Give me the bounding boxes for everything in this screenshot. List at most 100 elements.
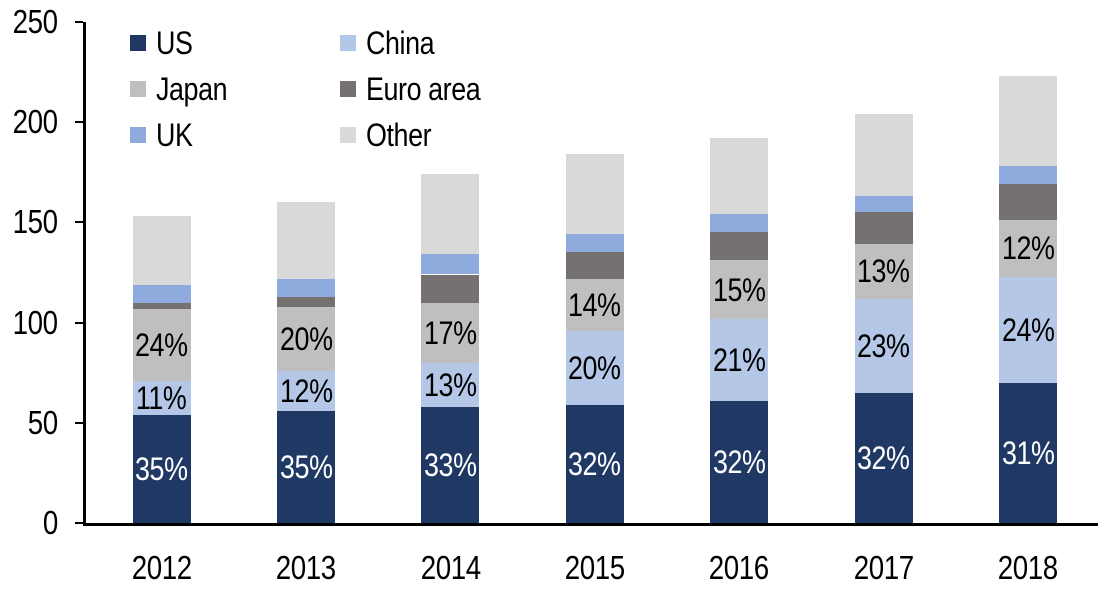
bar-2014-label-japan-text: 17% bbox=[424, 314, 477, 351]
y-tick-label-50: 50 bbox=[0, 403, 58, 441]
y-tick-label-200-text: 200 bbox=[13, 103, 58, 141]
y-tick-50 bbox=[75, 421, 83, 424]
bar-2012 bbox=[132, 0, 191, 523]
y-tick-250 bbox=[75, 21, 83, 23]
bar-2016-segment-other bbox=[710, 138, 769, 215]
y-tick-150 bbox=[75, 221, 83, 224]
bar-2018-label-us-text: 31% bbox=[1001, 434, 1055, 471]
legend-swatch-euro-area bbox=[340, 81, 356, 97]
legend-label-us: US bbox=[156, 27, 199, 59]
legend-item-japan: Japan bbox=[130, 73, 241, 105]
bar-2013-segment-uk bbox=[276, 278, 335, 297]
x-tick-label-2013: 2013 bbox=[236, 551, 376, 585]
bar-2018-label-china: 24% bbox=[973, 313, 1083, 347]
x-tick-label-2015: 2015 bbox=[525, 551, 665, 585]
legend-label-other: Other bbox=[366, 119, 444, 151]
legend-item-uk: UK bbox=[130, 119, 199, 151]
bar-2015-label-china: 20% bbox=[540, 351, 650, 385]
bar-2012-segment-other bbox=[132, 216, 191, 285]
bar-2013-label-japan: 20% bbox=[251, 322, 361, 356]
bar-2013-segment-japan bbox=[276, 306, 335, 371]
y-tick-label-0: 0 bbox=[0, 506, 58, 540]
bar-2016-label-us-text: 32% bbox=[712, 443, 766, 480]
y-tick-0 bbox=[75, 522, 83, 524]
bar-2013-segment-china bbox=[276, 370, 335, 411]
bar-2016-segment-us bbox=[710, 400, 769, 523]
bar-2018-segment-china bbox=[999, 276, 1058, 383]
x-tick-label-2018: 2018 bbox=[958, 551, 1098, 585]
y-axis-line bbox=[83, 22, 86, 526]
bar-2015 bbox=[565, 0, 624, 523]
bar-2017-label-china-text: 23% bbox=[857, 327, 910, 364]
legend-item-other: Other bbox=[340, 119, 444, 151]
bar-2017-label-us-text: 32% bbox=[857, 439, 910, 476]
bar-2018-segment-euro-area bbox=[999, 184, 1058, 221]
legend-swatch-china bbox=[340, 35, 356, 51]
x-tick-label-2016-text: 2016 bbox=[709, 549, 770, 586]
bar-2013-label-japan-text: 20% bbox=[279, 320, 333, 357]
bar-2018-segment-uk bbox=[999, 166, 1058, 185]
legend-swatch-other bbox=[340, 127, 356, 143]
y-tick-label-150: 150 bbox=[0, 205, 58, 239]
bar-2017-segment-euro-area bbox=[854, 212, 913, 245]
bar-2014-segment-china bbox=[421, 362, 480, 407]
bar-2014-segment-euro-area bbox=[421, 274, 480, 303]
x-tick-label-2015-text: 2015 bbox=[564, 549, 625, 586]
bar-2017 bbox=[854, 0, 913, 523]
bar-2017-label-japan: 13% bbox=[829, 254, 939, 288]
x-tick-label-2014: 2014 bbox=[380, 551, 520, 585]
bar-2015-label-us-text: 32% bbox=[568, 445, 622, 482]
y-tick-label-150-text: 150 bbox=[13, 203, 58, 241]
legend-item-china: China bbox=[340, 27, 447, 59]
x-tick-label-2018-text: 2018 bbox=[998, 549, 1059, 586]
bar-2014-segment-other bbox=[421, 174, 480, 255]
y-tick-label-200: 200 bbox=[0, 105, 58, 139]
bar-2015-segment-other bbox=[565, 154, 624, 235]
bar-2013-segment-euro-area bbox=[276, 296, 335, 307]
legend-item-euro-area: Euro area bbox=[340, 73, 502, 105]
bar-2013-label-us-text: 35% bbox=[279, 448, 333, 485]
bar-2015-label-us: 32% bbox=[540, 447, 650, 481]
y-tick-label-50-text: 50 bbox=[27, 403, 58, 441]
bar-2014-label-us-text: 33% bbox=[424, 446, 477, 483]
bar-2016-label-japan: 15% bbox=[684, 273, 794, 307]
bar-2012-segment-us bbox=[132, 414, 191, 523]
x-tick-label-2012: 2012 bbox=[92, 551, 232, 585]
bar-2016-label-japan-text: 15% bbox=[712, 271, 766, 308]
bar-2012-segment-japan bbox=[132, 308, 191, 381]
bar-2015-label-china-text: 20% bbox=[568, 349, 622, 386]
x-tick-label-2016: 2016 bbox=[669, 551, 809, 585]
legend-label-uk: UK bbox=[156, 119, 199, 151]
bar-2012-segment-uk bbox=[132, 284, 191, 303]
bar-2017-segment-uk bbox=[854, 196, 913, 213]
y-tick-label-100-text: 100 bbox=[13, 303, 58, 341]
bar-2013-label-us: 35% bbox=[251, 450, 361, 484]
y-tick-label-250-text: 250 bbox=[13, 3, 58, 40]
bar-2018-label-us: 31% bbox=[973, 436, 1083, 470]
bar-2013-segment-other bbox=[276, 202, 335, 279]
x-tick-label-2013-text: 2013 bbox=[275, 549, 336, 586]
bar-2013 bbox=[276, 0, 335, 523]
bar-2012-label-us: 35% bbox=[107, 452, 217, 486]
bar-2018 bbox=[999, 0, 1058, 523]
bar-2013-segment-us bbox=[276, 410, 335, 523]
bar-2018-label-japan: 12% bbox=[973, 231, 1083, 265]
bar-2016 bbox=[710, 0, 769, 523]
bar-2014-label-us: 33% bbox=[395, 448, 505, 482]
bar-2012-segment-euro-area bbox=[132, 302, 191, 309]
bar-2016-segment-uk bbox=[710, 214, 769, 233]
legend-swatch-us bbox=[130, 35, 146, 51]
legend-label-china: China bbox=[366, 27, 447, 59]
bar-2013-label-china-text: 12% bbox=[279, 372, 333, 409]
bar-2014-segment-uk bbox=[421, 254, 480, 275]
legend-label-us-text: US bbox=[156, 25, 193, 61]
bar-2018-label-china-text: 24% bbox=[1001, 311, 1055, 348]
legend-swatch-japan bbox=[130, 81, 146, 97]
bar-2014-label-china-text: 13% bbox=[424, 366, 477, 403]
bar-2012-label-japan-text: 24% bbox=[135, 326, 188, 363]
bar-2015-segment-us bbox=[565, 404, 624, 523]
bar-2015-segment-euro-area bbox=[565, 252, 624, 279]
bar-2014-segment-us bbox=[421, 406, 480, 523]
legend-label-other-text: Other bbox=[366, 117, 432, 153]
